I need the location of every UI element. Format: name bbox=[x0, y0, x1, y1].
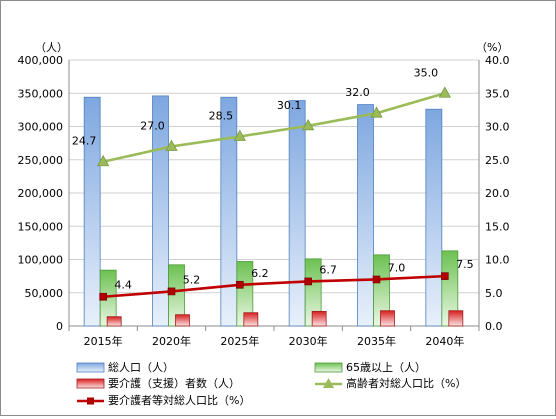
care-ratio-point bbox=[304, 277, 312, 286]
total-population-bar bbox=[152, 95, 169, 327]
left-tick-label: 400,000 bbox=[18, 54, 64, 67]
care-ratio-label: 7.0 bbox=[388, 261, 406, 274]
right-tick-label: 30.0 bbox=[485, 121, 510, 134]
care-ratio-point bbox=[236, 280, 244, 289]
legend-swatch bbox=[76, 362, 105, 373]
right-tick-label: 15.0 bbox=[485, 220, 510, 233]
legend-label: 要介護（支援）者数（人） bbox=[108, 376, 240, 390]
care-ratio-label: 6.2 bbox=[251, 267, 269, 280]
right-tick-label: 10.0 bbox=[485, 254, 510, 267]
elderly-ratio-point bbox=[438, 86, 452, 98]
elderly-ratio-label: 35.0 bbox=[414, 66, 439, 79]
legend-label: 総人口（人） bbox=[108, 360, 174, 374]
care-recipients-bar bbox=[448, 310, 464, 327]
total-population-bar bbox=[288, 100, 306, 327]
left-tick-label: 300,000 bbox=[18, 121, 64, 134]
care-ratio-label: 5.2 bbox=[183, 273, 201, 286]
total-population-bar bbox=[220, 96, 238, 327]
category-label: 2030年 bbox=[289, 334, 328, 348]
category-label: 2035年 bbox=[357, 334, 396, 348]
lines: 24.7 27.0 28.5 30.1 32.0 35.0 4.4 5.2 6.2 6.7 7.0 7… bbox=[72, 66, 474, 301]
legend-swatch bbox=[314, 362, 343, 373]
elderly-ratio-point bbox=[233, 129, 247, 141]
elderly-ratio-label: 24.7 bbox=[72, 135, 97, 148]
right-tick-label: 5.0 bbox=[485, 287, 503, 300]
legend-marker bbox=[323, 378, 334, 388]
care-recipients-bar bbox=[243, 312, 259, 327]
care-ratio-label: 6.7 bbox=[319, 263, 337, 276]
right-tick-label: 0.0 bbox=[485, 320, 503, 333]
right-axis-unit: （%） bbox=[476, 41, 508, 54]
care-ratio-label: 7.5 bbox=[456, 258, 474, 271]
elderly-ratio-label: 27.0 bbox=[140, 119, 165, 132]
left-tick-label: 0 bbox=[56, 320, 63, 333]
left-tick-label: 200,000 bbox=[18, 187, 64, 200]
left-tick-label: 250,000 bbox=[18, 154, 64, 167]
right-tick-label: 25.0 bbox=[485, 154, 510, 167]
left-axis-unit: （人） bbox=[35, 41, 68, 54]
left-axis-ticks: 0 50,000 100,000 150,000 200,000 250,000 300,0… bbox=[18, 54, 64, 333]
category-label: 2020年 bbox=[152, 334, 191, 348]
care-ratio-point bbox=[441, 272, 449, 280]
care-ratio-line bbox=[103, 274, 445, 299]
legend-label: 65歳以上（人） bbox=[346, 361, 426, 374]
right-tick-label: 20.0 bbox=[485, 187, 510, 200]
care-recipients-bar bbox=[106, 316, 122, 327]
care-ratio-point bbox=[372, 275, 381, 284]
left-tick-label: 350,000 bbox=[18, 87, 64, 100]
total-population-bar bbox=[83, 96, 101, 327]
category-axis-labels: 2015年 2020年 2025年 2030年 2035年 2040年 bbox=[84, 334, 465, 348]
legend-marker bbox=[87, 397, 94, 405]
category-label: 2040年 bbox=[425, 334, 464, 348]
care-ratio-point bbox=[99, 292, 107, 301]
gridlines bbox=[68, 59, 480, 331]
right-tick-label: 40.0 bbox=[485, 54, 510, 67]
care-recipients-bar bbox=[175, 314, 190, 327]
legend-label: 要介護者等対総人口比（%） bbox=[108, 393, 250, 407]
elderly-ratio-point bbox=[165, 139, 178, 151]
care-recipients-bar bbox=[380, 310, 395, 327]
elderly-ratio-label: 32.0 bbox=[345, 86, 370, 99]
elderly-ratio-label: 28.5 bbox=[209, 109, 234, 122]
right-axis-ticks: 0.0 5.0 10.0 15.0 20.0 25.0 30.0 35.0 40.0 bbox=[485, 54, 510, 333]
total-population-bar bbox=[425, 108, 443, 327]
bars bbox=[83, 95, 464, 327]
elderly-ratio-label: 30.1 bbox=[277, 99, 302, 112]
elderly-ratio-point bbox=[301, 119, 315, 131]
legend-swatch bbox=[76, 378, 105, 389]
legend-label: 高齢者対総人口比（%） bbox=[346, 376, 466, 390]
elderly-ratio-point bbox=[96, 154, 110, 167]
category-label: 2025年 bbox=[220, 334, 259, 348]
care-recipients-bar bbox=[311, 310, 327, 327]
care-ratio-label: 4.4 bbox=[114, 279, 132, 292]
elderly-ratio-point bbox=[370, 106, 383, 118]
care-ratio-point bbox=[167, 287, 176, 296]
category-label: 2015年 bbox=[84, 334, 123, 348]
left-tick-label: 50,000 bbox=[25, 287, 64, 300]
left-tick-label: 100,000 bbox=[18, 254, 64, 267]
legend: 総人口（人） 65歳以上（人） 要介護（支援）者数（人） 高齢者対総人口比（%） 要介護… bbox=[76, 360, 466, 407]
total-population-bar bbox=[357, 104, 374, 327]
left-tick-label: 150,000 bbox=[18, 220, 64, 233]
elderly-ratio-line bbox=[102, 92, 446, 164]
right-tick-label: 35.0 bbox=[485, 87, 510, 100]
